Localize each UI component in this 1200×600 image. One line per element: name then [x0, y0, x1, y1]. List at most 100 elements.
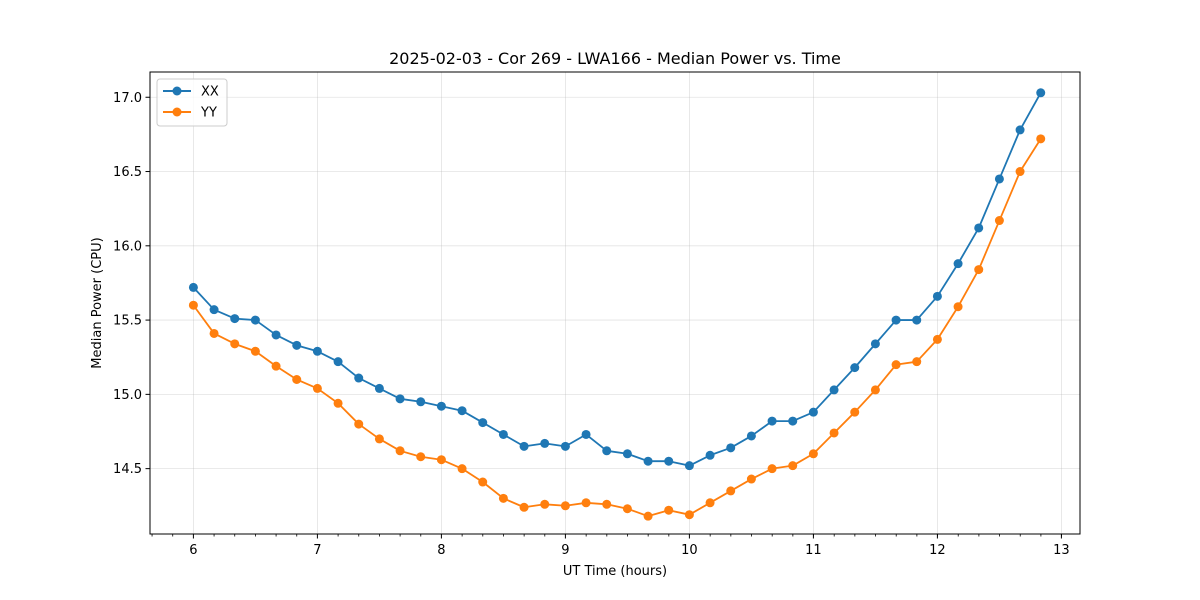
data-point-xx [705, 450, 715, 460]
data-point-xx [333, 357, 343, 367]
legend: XX YY [156, 78, 228, 127]
y-axis-ticks: 14.5 15.0 15.5 16.0 16.5 17.0 [113, 91, 150, 477]
data-point-yy [643, 511, 653, 521]
data-point-xx [870, 339, 880, 349]
data-point-xx [250, 315, 260, 325]
data-point-xx [622, 449, 632, 459]
data-point-yy [581, 498, 591, 508]
data-point-yy [932, 334, 942, 344]
chart-title: 2025-02-03 - Cor 269 - LWA166 - Median P… [389, 49, 841, 68]
data-point-xx [1036, 88, 1046, 98]
data-point-yy [664, 505, 674, 515]
legend-marker-xx [172, 86, 182, 96]
x-tick-label: 7 [313, 543, 321, 558]
data-point-xx [891, 315, 901, 325]
data-point-xx [188, 282, 198, 292]
data-point-xx [312, 346, 322, 356]
data-point-yy [250, 346, 260, 356]
data-point-xx [1015, 125, 1025, 135]
data-point-xx [230, 314, 240, 324]
data-point-xx [746, 431, 756, 441]
data-point-yy [333, 398, 343, 408]
data-point-yy [230, 339, 240, 349]
grid [150, 72, 1080, 534]
data-point-yy [726, 486, 736, 496]
data-point-yy [808, 449, 818, 459]
data-point-xx [519, 441, 529, 451]
data-point-xx [953, 259, 963, 269]
legend-marker-yy [172, 107, 182, 117]
data-point-yy [1015, 167, 1025, 177]
data-point-xx [643, 456, 653, 466]
x-tick-label: 12 [929, 543, 946, 558]
data-point-yy [870, 385, 880, 395]
data-point-xx [416, 397, 426, 407]
data-point-yy [436, 455, 446, 465]
data-point-xx [664, 456, 674, 466]
y-tick-label: 15.5 [113, 314, 142, 329]
data-point-yy [209, 328, 219, 338]
data-point-xx [560, 441, 570, 451]
series-layer [188, 88, 1046, 521]
y-tick-label: 14.5 [113, 462, 142, 477]
data-point-yy [292, 375, 302, 385]
data-point-yy [705, 498, 715, 508]
x-axis-label: UT Time (hours) [563, 564, 667, 579]
data-point-xx [271, 330, 281, 340]
x-tick-label: 6 [189, 543, 197, 558]
data-point-xx [436, 401, 446, 411]
data-point-xx [354, 373, 364, 383]
data-point-yy [354, 419, 364, 429]
data-point-xx [395, 394, 405, 404]
data-point-xx [498, 429, 508, 439]
x-tick-label: 10 [681, 543, 698, 558]
data-point-yy [457, 464, 467, 474]
data-point-xx [292, 340, 302, 350]
plot-area [150, 72, 1080, 534]
data-point-xx [726, 443, 736, 453]
data-point-yy [1036, 134, 1046, 144]
data-point-yy [478, 477, 488, 487]
y-tick-label: 15.0 [113, 388, 142, 403]
data-point-yy [498, 493, 508, 503]
plot-frame [149, 71, 1081, 535]
data-point-yy [912, 357, 922, 367]
data-point-yy [519, 502, 529, 512]
data-point-xx [767, 416, 777, 426]
data-point-yy [953, 302, 963, 312]
data-point-yy [540, 499, 550, 509]
data-point-yy [891, 360, 901, 370]
data-point-yy [416, 452, 426, 462]
y-tick-label: 17.0 [113, 91, 142, 106]
x-tick-label: 8 [437, 543, 445, 558]
data-point-xx [994, 174, 1004, 184]
legend-label-yy: YY [200, 106, 217, 121]
data-point-xx [457, 406, 467, 416]
x-tick-label: 9 [561, 543, 569, 558]
data-point-yy [684, 510, 694, 520]
data-point-yy [374, 434, 384, 444]
data-point-xx [602, 446, 612, 456]
data-point-xx [850, 363, 860, 373]
data-point-yy [271, 361, 281, 371]
data-point-xx [478, 418, 488, 428]
data-point-yy [560, 501, 570, 511]
data-point-xx [684, 461, 694, 471]
data-point-yy [622, 504, 632, 514]
x-tick-label: 13 [1053, 543, 1070, 558]
y-tick-label: 16.5 [113, 165, 142, 180]
x-tick-label: 11 [805, 543, 822, 558]
y-tick-label: 16.0 [113, 239, 142, 254]
data-point-xx [540, 438, 550, 448]
data-point-yy [788, 461, 798, 471]
data-point-yy [767, 464, 777, 474]
data-point-xx [374, 383, 384, 393]
data-point-yy [602, 499, 612, 509]
data-point-xx [808, 407, 818, 417]
data-point-yy [746, 474, 756, 484]
data-point-xx [932, 291, 942, 301]
data-point-yy [829, 428, 839, 438]
data-point-yy [974, 265, 984, 275]
data-point-yy [188, 300, 198, 310]
